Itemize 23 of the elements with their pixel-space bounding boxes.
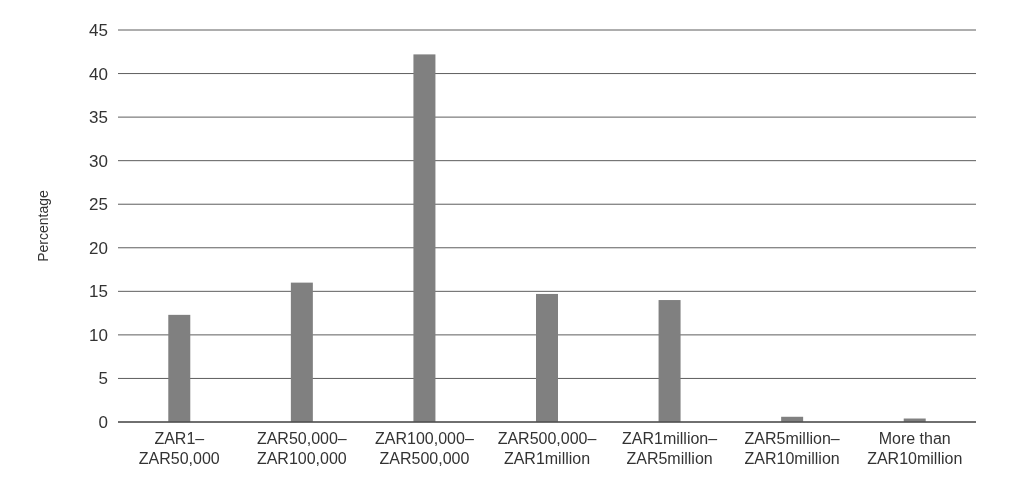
y-axis-title: Percentage	[35, 189, 51, 262]
y-tick-label: 30	[89, 151, 108, 171]
y-tick-label: 35	[89, 108, 108, 128]
y-tick-label: 0	[98, 412, 108, 432]
y-tick-label: 25	[89, 195, 108, 215]
x-tick-label: ZAR100,000– ZAR500,000	[375, 430, 474, 467]
y-tick-label: 40	[89, 64, 108, 84]
bar	[658, 300, 681, 422]
y-tick-label: 5	[98, 369, 108, 389]
x-tick-label: ZAR500,000– ZAR1million	[497, 430, 597, 467]
y-tick-label: 10	[89, 325, 108, 345]
y-tick-label: 15	[89, 282, 108, 302]
x-tick-label: More than ZAR10million	[867, 430, 963, 467]
bar	[413, 54, 436, 422]
x-tick-label: ZAR5million– ZAR10million	[744, 430, 840, 467]
bar	[536, 293, 558, 422]
y-tick-label: 45	[89, 20, 108, 40]
y-tick-label: 20	[89, 238, 108, 258]
bar	[290, 282, 313, 422]
bar	[168, 314, 191, 422]
x-tick-label: ZAR50,000– ZAR100,000	[256, 430, 347, 467]
x-tick-label: ZAR1– ZAR50,000	[138, 430, 220, 467]
x-tick-label: ZAR1million– ZAR5million	[622, 430, 718, 467]
